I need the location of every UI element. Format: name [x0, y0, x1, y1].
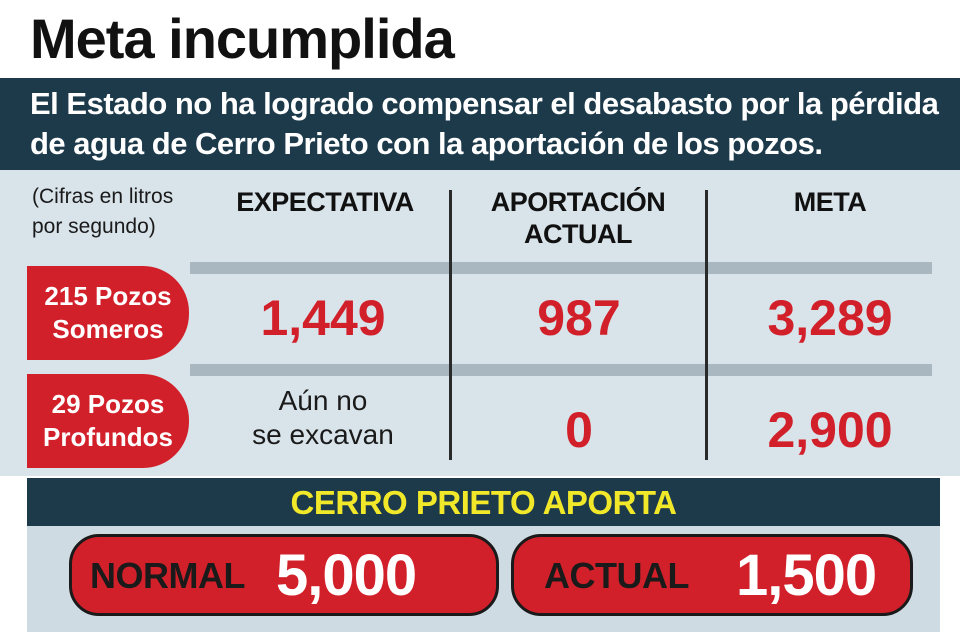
- column-divider: [449, 190, 452, 460]
- row-label-line2: Someros: [52, 314, 164, 344]
- actual-pill: ACTUAL 1,500: [511, 534, 913, 616]
- cerro-prieto-band: CERRO PRIETO APORTA: [27, 478, 940, 526]
- normal-value: 5,000: [276, 543, 417, 608]
- column-header-aportacion-line2: ACTUAL: [524, 219, 632, 249]
- units-note-line2: por segundo): [32, 215, 156, 238]
- subtitle-band: El Estado no ha logrado compensar el des…: [0, 78, 960, 170]
- actual-value: 1,500: [736, 543, 877, 608]
- cell-someros-meta: 3,289: [767, 290, 893, 346]
- cell-profundos-meta: 2,900: [767, 402, 893, 458]
- cell-profundos-expectativa: Aún no se excavan: [208, 384, 438, 452]
- column-header-meta: META: [793, 187, 867, 217]
- cell-someros-aportacion: 987: [537, 290, 621, 346]
- page-title: Meta incumplida: [30, 7, 455, 70]
- row-label-pozos-someros: 215 Pozos Someros: [27, 266, 189, 360]
- column-divider: [705, 190, 708, 460]
- title-bar: Meta incumplida: [0, 0, 960, 78]
- row-label-line2: Profundos: [43, 422, 173, 452]
- column-header-aportacion-line1: APORTACIÓN: [490, 187, 666, 217]
- cell-note-line2: se excavan: [252, 419, 394, 450]
- row-separator: [190, 364, 932, 376]
- units-note: (Cifras en litros por segundo): [32, 182, 173, 242]
- row-label-pozos-profundos: 29 Pozos Profundos: [27, 374, 189, 468]
- row-label-line1: 29 Pozos: [51, 389, 165, 419]
- cell-note-line1: Aún no: [278, 385, 368, 416]
- subtitle: El Estado no ha logrado compensar el des…: [30, 86, 939, 161]
- cell-profundos-aportacion: 0: [565, 402, 593, 458]
- row-label-line1: 215 Pozos: [44, 281, 172, 311]
- cerro-prieto-values: NORMAL 5,000 ACTUAL 1,500: [27, 526, 940, 632]
- cell-someros-expectativa: 1,449: [260, 290, 386, 346]
- normal-pill: NORMAL 5,000: [69, 534, 499, 616]
- row-separator: [190, 262, 932, 274]
- normal-label: NORMAL: [90, 555, 245, 596]
- actual-label: ACTUAL: [544, 555, 689, 596]
- column-header-aportacion: APORTACIÓN ACTUAL: [462, 186, 694, 250]
- cerro-prieto-title: CERRO PRIETO APORTA: [290, 484, 677, 521]
- units-note-line1: (Cifras en litros: [32, 185, 174, 208]
- column-header-expectativa: EXPECTATIVA: [236, 187, 414, 217]
